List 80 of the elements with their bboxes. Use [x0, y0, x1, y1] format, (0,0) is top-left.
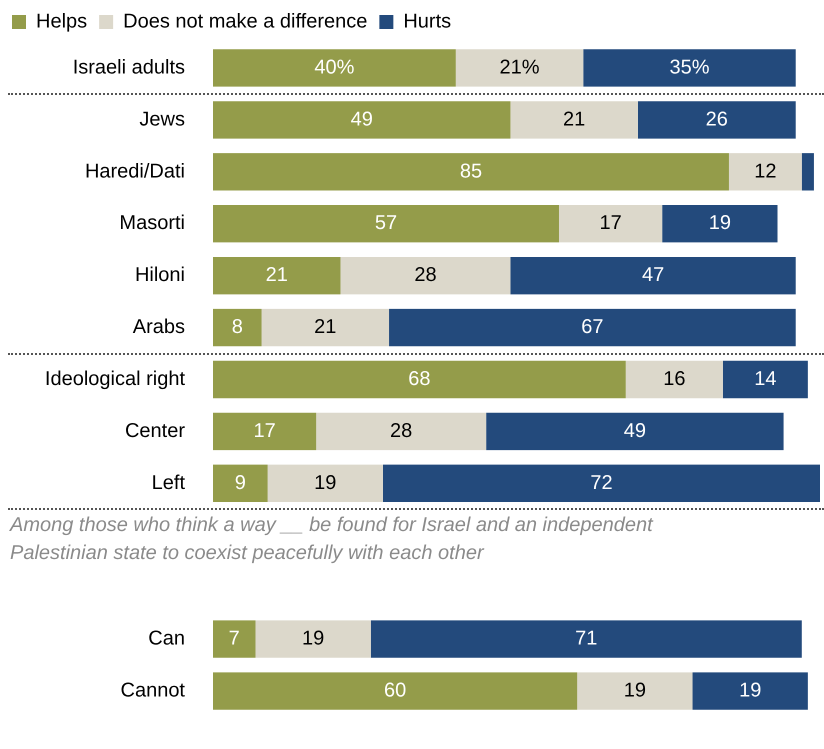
y-tick-label: Hiloni — [134, 264, 185, 286]
bar — [382, 464, 820, 502]
y-tick-label: Israeli adults — [72, 56, 185, 78]
data-label: 16 — [663, 368, 686, 390]
data-label: 14 — [754, 368, 776, 390]
data-label: 28 — [414, 264, 437, 286]
bar — [213, 308, 262, 346]
data-label: 72 — [590, 472, 613, 494]
y-tick-label: Left — [152, 472, 186, 494]
bar — [213, 360, 626, 398]
bar — [626, 360, 723, 398]
data-label: 35% — [669, 56, 710, 78]
bar — [213, 412, 316, 450]
data-label: 60 — [384, 680, 406, 702]
bar — [510, 256, 796, 294]
data-label: 7 — [228, 628, 240, 650]
bar — [213, 153, 729, 190]
data-label: 21 — [314, 316, 336, 338]
bar — [510, 101, 638, 139]
legend-label: Does not make a difference — [123, 10, 368, 33]
data-label: 40% — [314, 56, 355, 78]
bar — [340, 256, 510, 294]
y-tick-label: Haredi/Dati — [84, 160, 185, 182]
bar — [728, 153, 802, 190]
data-label: 26 — [706, 108, 728, 130]
data-label: 17 — [253, 420, 276, 442]
y-tick-label: Can — [148, 628, 185, 650]
bar — [638, 101, 796, 139]
data-label: 19 — [739, 680, 762, 702]
y-tick-label: Arabs — [132, 316, 185, 338]
bar — [268, 464, 383, 502]
bar — [583, 49, 796, 87]
data-label: 85 — [460, 160, 482, 182]
bar — [692, 672, 808, 710]
y-tick-label: Masorti — [119, 212, 185, 234]
bar — [262, 308, 390, 346]
data-label: 71 — [575, 628, 598, 650]
data-label: 12 — [754, 160, 776, 182]
y-tick-label: Ideological right — [44, 368, 186, 390]
bar — [213, 205, 559, 242]
bar — [558, 205, 662, 242]
data-label: 17 — [599, 212, 622, 234]
data-label: 19 — [624, 680, 646, 702]
bar — [577, 672, 693, 710]
data-label: 67 — [581, 316, 604, 338]
y-tick-label: Jews — [139, 108, 185, 130]
bar — [662, 205, 778, 242]
data-label: 21 — [266, 264, 288, 286]
data-label: 28 — [390, 420, 412, 442]
bar — [316, 412, 486, 450]
legend-label: Helps — [36, 10, 88, 33]
bar — [213, 464, 268, 502]
data-label: 19 — [314, 472, 336, 494]
data-label: 57 — [374, 212, 398, 234]
data-label: 49 — [350, 108, 373, 130]
bar — [722, 360, 808, 398]
data-label: 8 — [232, 316, 243, 338]
y-tick-label: Cannot — [120, 680, 186, 702]
data-label: 9 — [234, 472, 246, 494]
bar — [213, 620, 256, 658]
bar — [213, 256, 340, 294]
bar — [213, 672, 578, 710]
data-label: 19 — [708, 212, 731, 234]
legend-label: Hurts — [403, 10, 452, 33]
bar — [213, 101, 510, 139]
bar — [802, 153, 814, 190]
data-label: 68 — [408, 368, 431, 390]
bar — [255, 620, 371, 658]
data-label: 49 — [624, 420, 646, 442]
annotation: Among those who think a way __ be found for Israel and an independent Palestinian state to coexist peacefully with each other — [9, 514, 654, 564]
y-tick-label: Center — [124, 420, 186, 442]
bar — [456, 49, 584, 87]
bar — [389, 308, 796, 346]
data-label: 47 — [642, 264, 664, 286]
bar — [486, 412, 784, 450]
data-label: 19 — [302, 628, 324, 650]
data-label: 21% — [500, 56, 540, 78]
data-label: 21 — [563, 108, 586, 130]
bar — [213, 49, 456, 87]
bar — [370, 620, 802, 658]
